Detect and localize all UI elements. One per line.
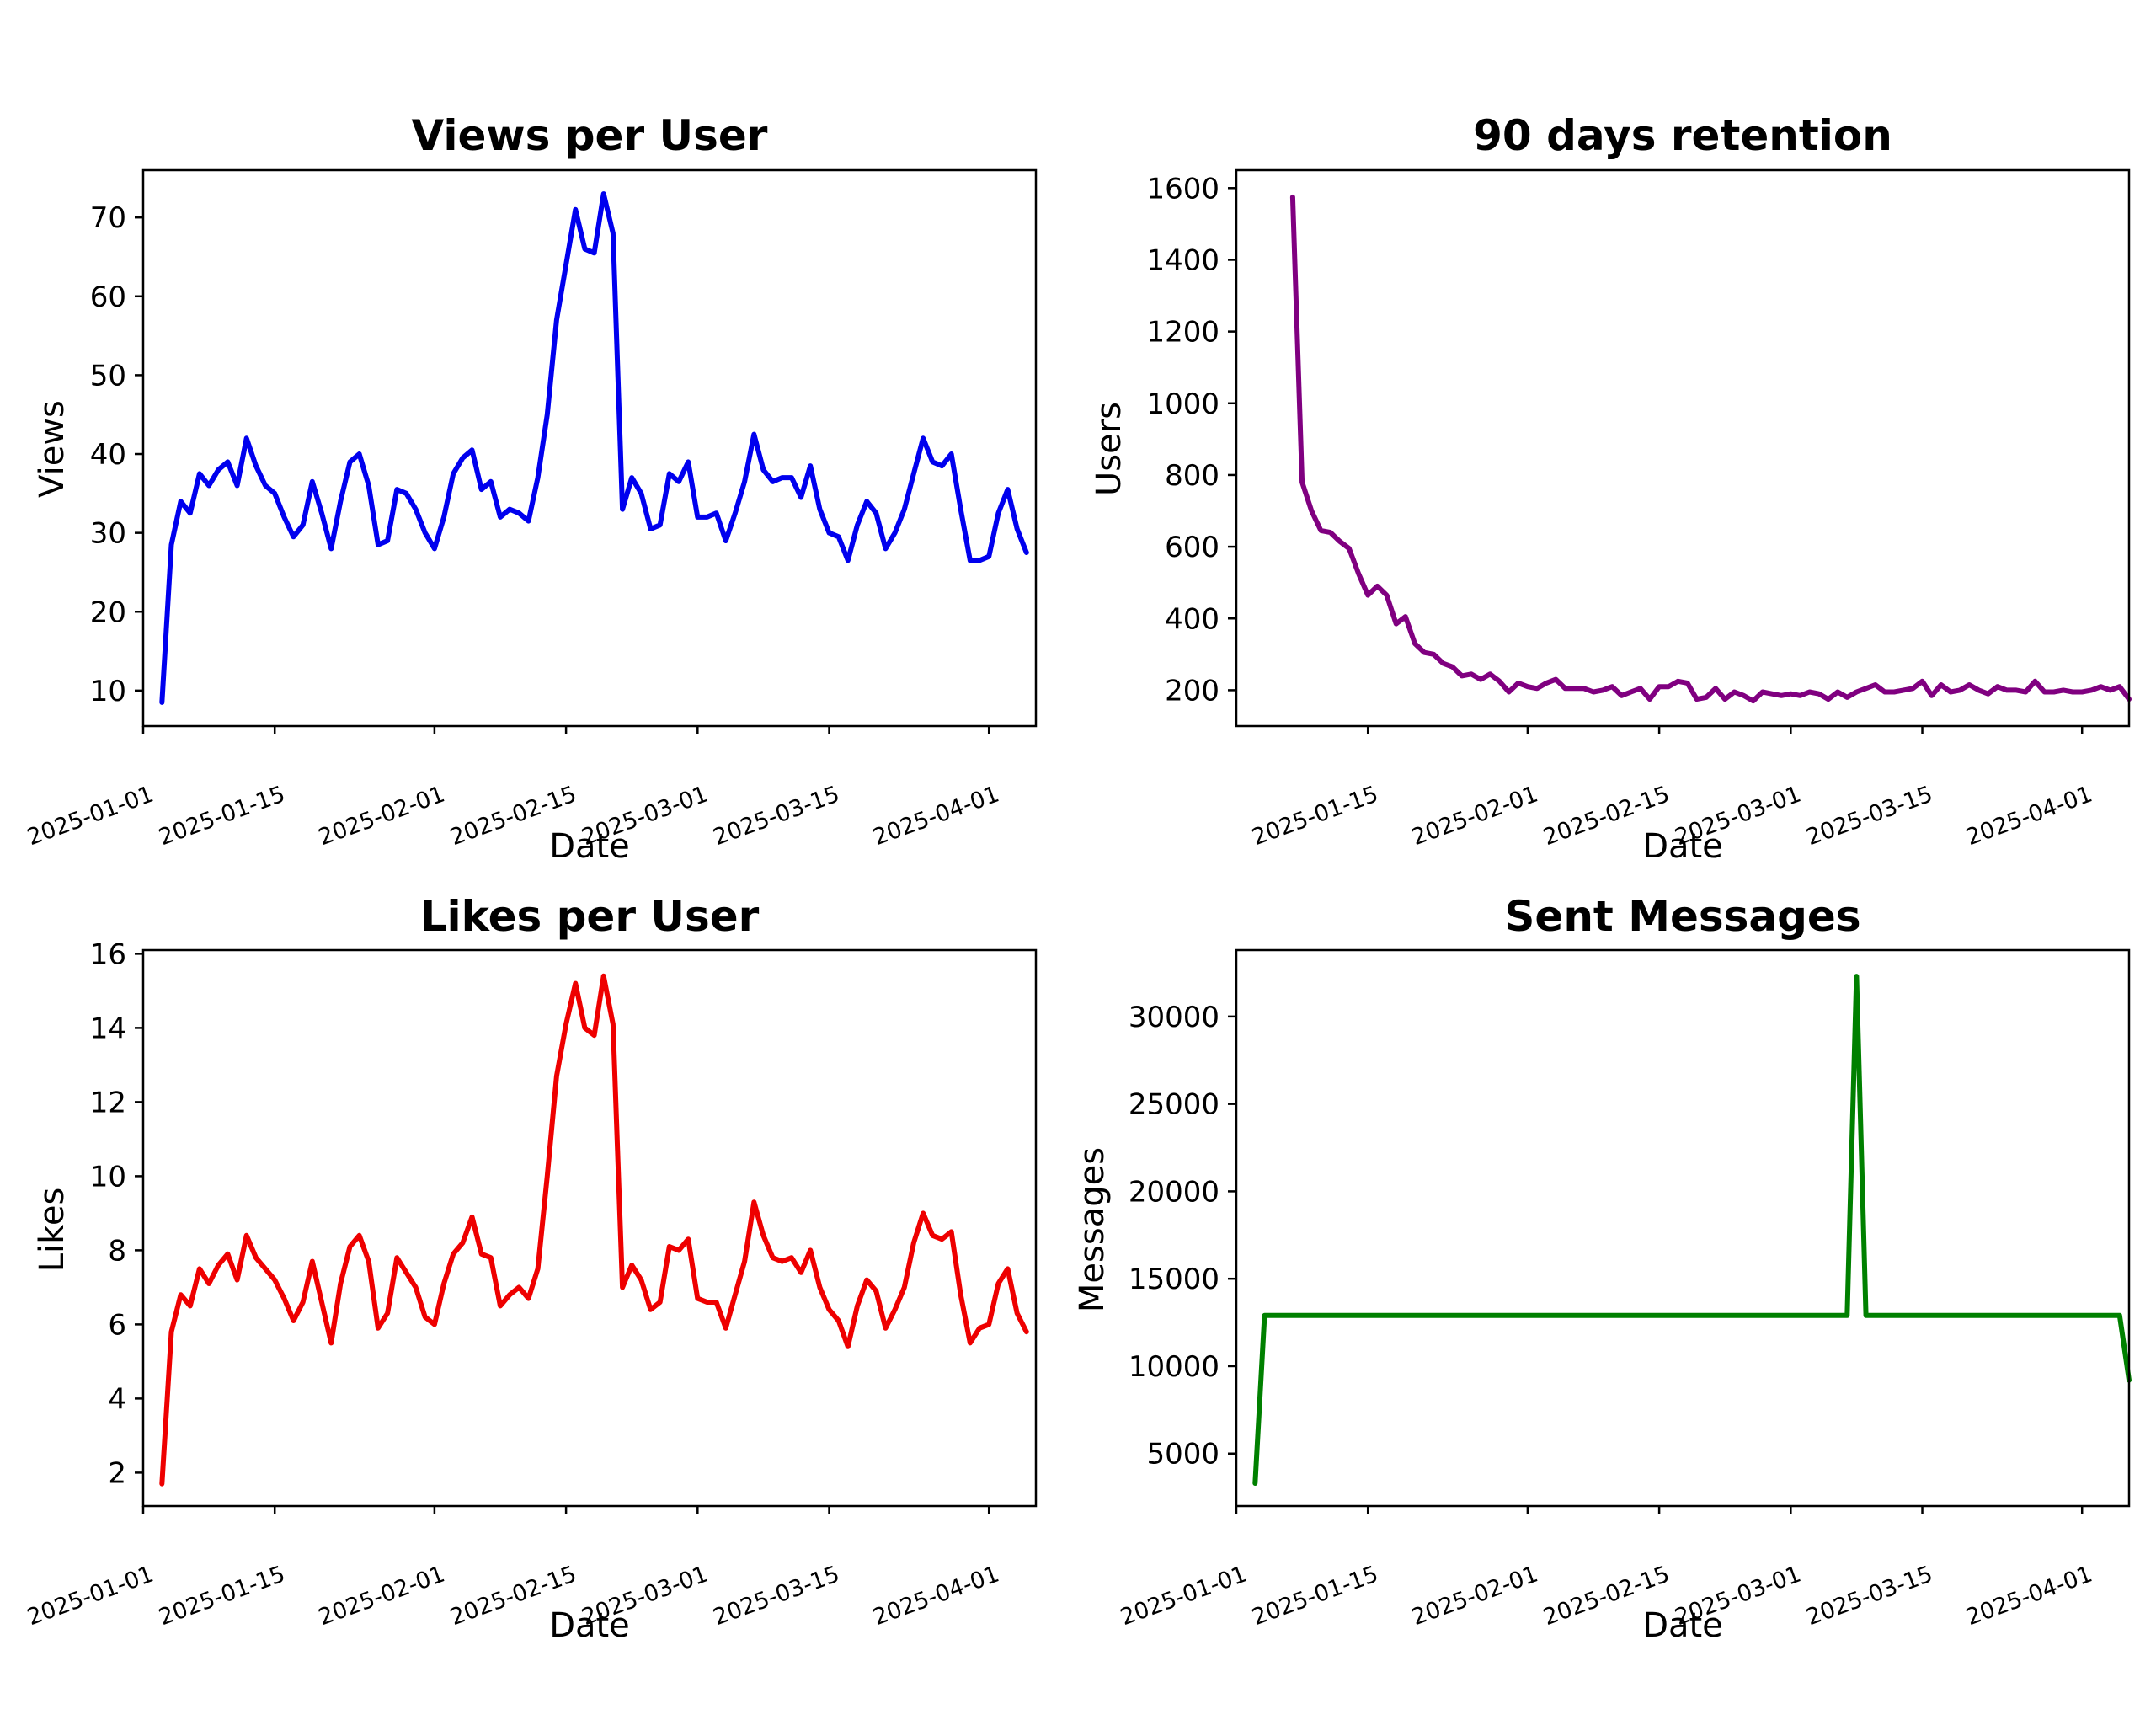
x-tick-label: 2025-02-01 [1408,1561,1541,1631]
y-tick-label: 8 [108,1234,126,1268]
x-tick-label: 2025-01-15 [1249,781,1382,851]
x-tick-label: 2025-03-15 [710,781,843,851]
axis-ticks: 200 400 600 800 1000 1200 1400 1600 2025-01-15 20… [1146,172,2095,851]
panel-likes-per-user: Likes per User Date Likes 2 4 6 8 10 12 14 16 20… [24,892,1038,1645]
x-tick-label: 2025-01-01 [24,1561,157,1631]
x-tick-label: 2025-02-01 [315,1561,448,1631]
panel-views-per-user: Views per User Date Views 10 20 30 40 50 60 70… [24,111,1038,866]
y-tick-label: 1400 [1146,243,1219,277]
y-tick-label: 1200 [1146,316,1219,350]
y-tick-label: 14 [90,1012,126,1045]
y-tick-label: 1600 [1146,172,1219,206]
y-axis-label: Likes [33,1188,72,1273]
y-tick-label: 50 [90,359,126,393]
x-tick-label: 2025-04-01 [1963,781,2096,851]
y-tick-label: 12 [90,1086,126,1119]
series-line [1289,194,2132,704]
x-axis-label: Date [1642,1606,1723,1645]
panel-90-days-retention: 90 days retention Date Users 200 400 600 80… [1090,111,2132,866]
x-tick-label: 2025-01-15 [156,781,289,851]
x-tick-label: 2025-01-15 [156,1561,289,1631]
x-tick-label: 2025-04-01 [870,1561,1003,1631]
y-tick-label: 2 [108,1456,126,1490]
x-tick-label: 2025-03-15 [1803,781,1936,851]
x-tick-label: 2025-03-01 [1672,1561,1805,1631]
plot-frame [141,948,1038,1508]
x-tick-label: 2025-03-01 [1672,781,1805,851]
x-tick-label: 2025-01-15 [1249,1561,1382,1631]
series-line [159,191,1029,705]
x-tick-label: 2025-03-15 [1803,1561,1936,1631]
y-tick-label: 1000 [1146,387,1219,421]
y-tick-label: 4 [108,1382,126,1416]
y-tick-label: 70 [90,201,126,235]
y-axis-label: Views [33,400,72,498]
x-tick-label: 2025-03-15 [710,1561,843,1631]
x-axis-label: Date [1642,827,1723,866]
x-tick-label: 2025-01-01 [1117,1561,1250,1631]
chart-title: 90 days retention [1473,111,1892,160]
y-tick-label: 15000 [1129,1263,1219,1296]
y-tick-label: 30000 [1129,1001,1219,1034]
y-tick-label: 25000 [1129,1088,1219,1122]
plot-frame [141,168,1038,728]
y-tick-label: 20 [90,595,126,629]
x-tick-label: 2025-02-01 [1408,781,1541,851]
x-axis-label: Date [549,1606,630,1645]
y-tick-label: 40 [90,438,126,472]
y-tick-label: 10 [90,675,126,708]
y-tick-label: 30 [90,517,126,551]
plot-frame [1235,168,2131,728]
y-tick-label: 10000 [1129,1350,1219,1384]
y-tick-label: 20000 [1129,1175,1219,1209]
y-tick-label: 400 [1165,602,1219,636]
y-tick-label: 10 [90,1160,126,1194]
x-tick-label: 2025-04-01 [870,781,1003,851]
y-tick-label: 200 [1165,674,1219,708]
x-tick-label: 2025-03-01 [579,781,712,851]
y-tick-label: 5000 [1146,1438,1219,1471]
y-axis-label: Messages [1073,1147,1112,1312]
series-line [1252,974,2132,1486]
y-tick-label: 60 [90,280,126,314]
chart-title: Likes per User [420,892,760,941]
y-tick-label: 800 [1165,459,1219,493]
chart-title: Sent Messages [1504,892,1860,941]
x-tick-label: 2025-03-01 [579,1561,712,1631]
panel-sent-messages: Sent Messages Date Messages 5000 10000 150… [1073,892,2132,1645]
x-tick-label: 2025-04-01 [1963,1561,2096,1631]
plot-frame [1235,948,2131,1508]
y-tick-label: 6 [108,1308,126,1342]
series-line [159,973,1029,1487]
x-tick-label: 2025-01-01 [24,781,157,851]
chart-title: Views per User [412,111,768,160]
x-axis-label: Date [549,827,630,866]
y-axis-label: Users [1090,402,1129,496]
y-tick-label: 600 [1165,531,1219,564]
y-tick-label: 16 [90,937,126,971]
x-tick-label: 2025-02-01 [315,781,448,851]
